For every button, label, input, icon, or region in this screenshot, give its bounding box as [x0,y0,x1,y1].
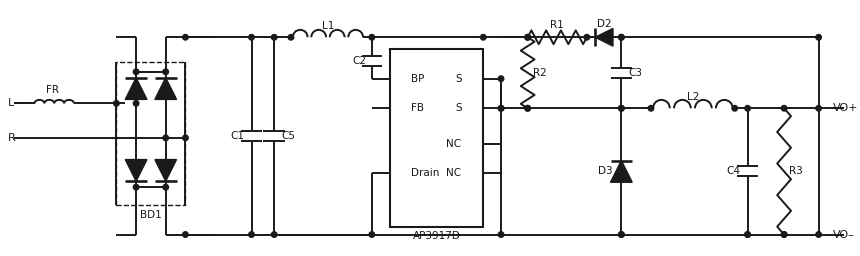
Circle shape [782,105,787,111]
Polygon shape [155,78,176,99]
Circle shape [782,232,787,237]
Polygon shape [126,159,147,181]
Circle shape [648,105,654,111]
Text: D2: D2 [597,19,611,29]
Circle shape [288,35,294,40]
Circle shape [182,35,188,40]
Text: NC: NC [446,168,462,178]
Circle shape [182,135,188,141]
Text: S: S [455,74,462,84]
Text: D3: D3 [599,166,613,176]
Circle shape [782,232,787,237]
Circle shape [525,35,531,40]
Circle shape [618,35,624,40]
Circle shape [133,69,138,74]
Text: VO+: VO+ [833,103,859,113]
Circle shape [163,69,169,74]
Polygon shape [611,161,632,182]
Circle shape [249,232,255,237]
Circle shape [816,232,821,237]
Circle shape [163,184,169,190]
Bar [116,62,186,205]
Text: R2: R2 [532,68,546,78]
Circle shape [525,105,531,111]
Text: VO–: VO– [833,230,855,240]
Circle shape [618,105,624,111]
Text: C5: C5 [281,131,295,141]
Text: R3: R3 [789,166,802,176]
Text: C1: C1 [230,131,245,141]
Text: C4: C4 [727,166,740,176]
Text: BD1: BD1 [140,210,162,220]
Text: NC: NC [446,139,462,149]
Circle shape [369,232,375,237]
Circle shape [618,105,624,111]
Circle shape [816,35,821,40]
Circle shape [369,35,375,40]
Circle shape [114,101,120,106]
Text: FR: FR [46,84,58,94]
Circle shape [498,232,504,237]
Polygon shape [595,28,613,46]
Text: R1: R1 [550,20,564,30]
Circle shape [584,35,590,40]
Circle shape [133,184,138,190]
Circle shape [525,35,531,40]
Circle shape [272,35,277,40]
Circle shape [182,232,188,237]
Circle shape [498,105,504,111]
Circle shape [816,105,821,111]
Polygon shape [155,159,176,181]
Text: L1: L1 [322,22,335,31]
Text: AP3917D: AP3917D [413,230,460,240]
Text: Drain: Drain [411,168,439,178]
Circle shape [163,135,169,141]
Circle shape [618,35,624,40]
Circle shape [732,105,738,111]
Text: L: L [8,98,14,108]
Text: L2: L2 [686,92,699,102]
Circle shape [498,105,504,111]
Circle shape [481,35,486,40]
Circle shape [525,105,531,111]
Circle shape [745,232,751,237]
Text: BP: BP [411,74,425,84]
Polygon shape [126,78,147,99]
Circle shape [249,35,255,40]
Circle shape [618,232,624,237]
Circle shape [618,232,624,237]
Circle shape [745,232,751,237]
Text: S: S [455,103,462,113]
Text: R: R [8,133,15,143]
Text: FB: FB [411,103,424,113]
Circle shape [272,232,277,237]
Text: C2: C2 [352,56,366,66]
Circle shape [498,76,504,81]
Bar [390,49,483,227]
Text: C3: C3 [628,68,642,78]
Circle shape [133,101,138,106]
Circle shape [745,105,751,111]
